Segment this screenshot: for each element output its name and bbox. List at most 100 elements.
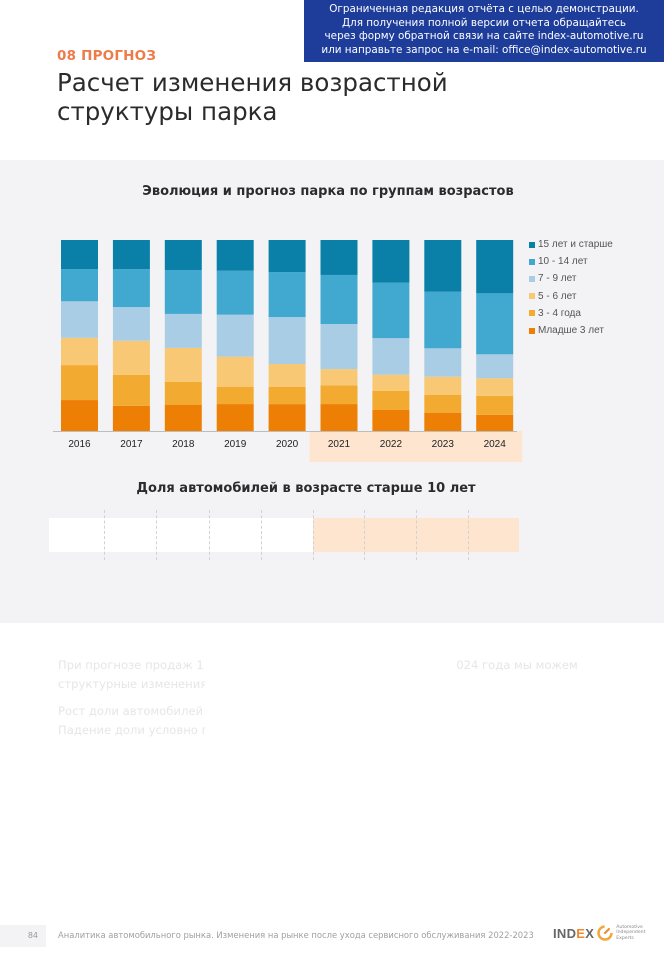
column-separator: [313, 510, 314, 560]
share-cell: [313, 518, 364, 552]
bar-segment: [216, 356, 254, 387]
bar-segment: [320, 274, 358, 325]
banner-line: или направьте запрос на e-mail: office@i…: [321, 43, 647, 56]
bar-segment: [320, 324, 358, 370]
legend-item: 5 - 6 лет: [529, 288, 613, 305]
x-tick-label: 2017: [120, 439, 143, 450]
bar-segment: [112, 405, 150, 431]
legend-swatch: [529, 275, 535, 282]
bar-segment: [372, 374, 410, 391]
bar-segment: [268, 386, 306, 405]
legend-swatch: [529, 258, 535, 265]
bar-segment: [216, 240, 254, 271]
bar-segment: [164, 381, 202, 405]
bar-segment: [268, 240, 306, 273]
legend-swatch: [529, 293, 535, 300]
bar-segment: [112, 374, 150, 406]
bar-segment: [372, 282, 410, 339]
bar-segment: [164, 404, 202, 431]
bar-segment: [320, 240, 358, 275]
x-tick-label: 2021: [328, 439, 351, 450]
bar-segment: [164, 240, 202, 270]
share-cell: [209, 518, 261, 552]
section-label: 08 ПРОГНОЗ: [57, 48, 157, 64]
legend-item: 3 - 4 года: [529, 305, 613, 322]
bar-segment: [424, 412, 462, 431]
banner-line: Для получения полной версии отчета обращ…: [341, 16, 627, 29]
bar-segment: [216, 270, 254, 315]
legend-label: 15 лет и старше: [538, 239, 613, 251]
gauge-logo-icon: [597, 925, 614, 941]
x-tick-label: 2022: [380, 439, 403, 450]
x-tick-labels: 2016 2017 2018 2019 2020 2021 2022 2023 2024: [68, 439, 506, 450]
bar-segment: [268, 364, 306, 387]
bar-segment: [476, 354, 514, 379]
share-cell: [416, 518, 468, 552]
share-cell: [364, 518, 416, 552]
bar-segment: [164, 313, 202, 348]
body-paragraph: Рост доли автомобилей 10-: [58, 704, 226, 718]
demo-notice-banner: Ограниченная редакция отчёта с целью дем…: [304, 0, 664, 62]
bar-segment: [112, 269, 150, 308]
legend-swatch: [529, 327, 535, 334]
chart-title: Доля автомобилей в возрасте старше 10 ле…: [136, 481, 476, 496]
bar-segment: [476, 414, 514, 431]
bar-segment: [112, 307, 150, 341]
bar-segment: [268, 272, 306, 318]
bar-segment: [476, 378, 514, 396]
bar-segment: [372, 240, 410, 283]
x-tick-label: 2023: [432, 439, 455, 450]
bar-segment: [476, 395, 514, 415]
legend-label: Младше 3 лет: [538, 325, 604, 337]
x-tick-label: 2020: [276, 439, 299, 450]
legend-item: 10 - 14 лет: [529, 253, 613, 270]
banner-line: Ограниченная редакция отчёта с целью дем…: [329, 3, 639, 15]
legend-label: 5 - 6 лет: [538, 290, 577, 302]
legend-item: 7 - 9 лет: [529, 270, 613, 287]
bar-segment: [164, 347, 202, 382]
bar-segment: [61, 337, 98, 366]
share-cell: [468, 518, 519, 552]
bar-segment: [216, 404, 254, 431]
page-number: 84: [0, 925, 46, 947]
legend-label: 3 - 4 года: [538, 307, 581, 319]
column-separator: [416, 510, 417, 560]
bar-segment: [424, 240, 462, 292]
bar-segment: [268, 404, 306, 431]
legend-label: 10 - 14 лет: [538, 256, 588, 268]
bar-segment: [164, 269, 202, 314]
bar-segment: [424, 348, 462, 377]
column-separator: [364, 510, 365, 560]
footer-text: Аналитика автомобильного рынка. Изменени…: [58, 930, 534, 940]
legend-swatch: [529, 241, 535, 248]
legend-item: 15 лет и старше: [529, 236, 613, 253]
bar-segment: [216, 386, 254, 405]
x-tick-label: 2024: [484, 439, 507, 450]
bar-segment: [268, 317, 306, 365]
bar-segment: [320, 369, 358, 386]
bar-segment: [476, 240, 514, 294]
bar-segment: [320, 404, 358, 431]
bars-group: [61, 240, 514, 431]
legend-item: Младше 3 лет: [529, 322, 613, 339]
bar-segment: [476, 293, 514, 355]
logo-wordmark: INDEX: [553, 925, 595, 941]
bar-segment: [320, 385, 358, 405]
legend-swatch: [529, 310, 535, 317]
redaction-mask: [205, 650, 455, 760]
banner-line: через форму обратной связи на сайте inde…: [324, 30, 644, 43]
bar-segment: [424, 376, 462, 395]
x-tick-label: 2016: [68, 439, 91, 450]
bar-segment: [61, 269, 98, 302]
chart-title: Эволюция и прогноз парка по группам возр…: [142, 184, 514, 199]
share-cell: [261, 518, 313, 552]
share-cell: [49, 518, 104, 552]
share-table: [49, 518, 519, 552]
x-tick-label: 2019: [224, 439, 247, 450]
column-separator: [156, 510, 157, 560]
bar-segment: [372, 409, 410, 431]
bar-segment: [424, 394, 462, 413]
page-title: Расчет изменения возрастной структуры па…: [57, 68, 448, 126]
bar-segment: [112, 240, 150, 270]
